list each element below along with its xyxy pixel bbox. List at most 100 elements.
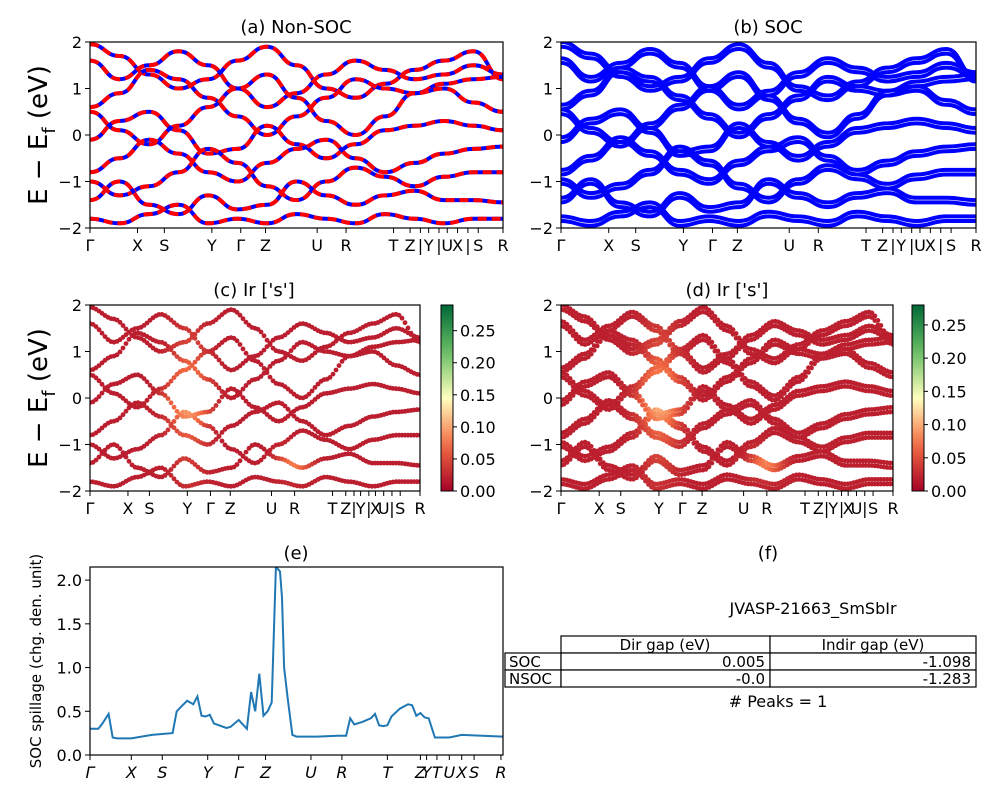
band-line-soc — [90, 109, 503, 161]
panel-a-xticks: Γ X S Y Γ Z U R T Z | Y | UX | S R — [86, 228, 509, 255]
projected-point — [685, 356, 691, 362]
panel-d-plot — [561, 305, 893, 491]
panel-c-plot — [90, 305, 420, 489]
projected-point — [757, 354, 763, 359]
projected-point — [869, 315, 875, 320]
projected-point — [96, 327, 102, 333]
y-tick-label: 1 — [72, 80, 82, 99]
projected-point — [396, 312, 402, 318]
band-line-nonsoc — [90, 137, 503, 184]
y-tick-label: −1 — [58, 173, 82, 192]
projected-point — [733, 350, 739, 355]
projected-point — [612, 378, 618, 384]
projected-point — [405, 325, 411, 331]
band-line-nonsoc — [90, 146, 503, 203]
y-tick-label: −2 — [58, 482, 82, 501]
cell-soc-indir: -1.098 — [923, 653, 971, 671]
projected-point — [706, 391, 712, 397]
x-tick-label: Z — [259, 763, 272, 782]
x-tick-label: T — [327, 499, 338, 518]
projected-point — [685, 384, 691, 390]
projected-point — [706, 464, 712, 470]
projected-point — [102, 387, 108, 392]
projected-point — [715, 452, 721, 457]
projected-point — [564, 399, 570, 405]
x-tick-label: Γ — [678, 499, 687, 518]
projected-point — [715, 385, 721, 391]
projected-point — [216, 398, 222, 404]
x-tick-label: Γ — [708, 236, 717, 255]
projected-point — [210, 379, 216, 385]
x-tick-label: T — [432, 763, 443, 782]
y-tick-label: 2 — [543, 33, 553, 52]
projected-point — [216, 434, 222, 439]
projected-point — [646, 417, 651, 422]
projected-point — [760, 412, 766, 418]
x-tick-label: | — [890, 236, 895, 255]
projected-point — [706, 340, 712, 346]
x-tick-label: S — [159, 236, 169, 255]
projected-point — [778, 394, 784, 399]
projected-point — [667, 372, 673, 378]
projected-point — [240, 316, 246, 322]
projected-point — [288, 410, 294, 416]
projected-point — [634, 395, 639, 401]
projected-point — [573, 389, 579, 395]
band-line — [561, 139, 976, 186]
projected-point — [246, 445, 252, 451]
projected-point — [640, 349, 645, 355]
projected-point — [733, 368, 739, 374]
panel-d-yticks: 2 1 0 −1 −2 — [529, 296, 561, 501]
table-caption: JVASP-21663_SmSbIr — [728, 599, 896, 619]
projected-point — [615, 381, 621, 387]
projected-point — [591, 325, 597, 331]
colorbar-tick-label: 0.20 — [460, 354, 496, 373]
y-tick-label: 0 — [72, 389, 82, 408]
projected-point — [243, 383, 249, 388]
x-tick-label: U — [914, 236, 926, 255]
projected-point — [730, 376, 736, 382]
projected-point — [165, 344, 171, 349]
panel-a-yticks: 2 1 0 −1 −2 — [58, 33, 90, 238]
ylabel-c-tail: (eV) — [24, 328, 54, 390]
projected-point — [637, 398, 642, 404]
panel-e-ylabel: SOC spillage (chg. den. unit) — [27, 554, 45, 769]
projected-point — [643, 407, 648, 412]
x-tick-label: S — [616, 499, 626, 518]
projected-point — [222, 442, 228, 448]
x-tick-label: X — [122, 499, 133, 518]
x-tick-label: Γ — [557, 236, 566, 255]
projected-point — [120, 323, 126, 328]
x-tick-label: R — [970, 236, 981, 255]
band-line — [561, 144, 976, 200]
band-line-nonsoc — [90, 72, 503, 147]
projected-point — [120, 450, 126, 456]
x-tick-label: | — [436, 236, 441, 255]
band-line — [561, 65, 976, 135]
projected-point — [763, 347, 769, 353]
projected-point — [192, 366, 198, 372]
projected-point — [754, 357, 760, 363]
projected-point — [667, 358, 673, 364]
y-tick-label: 0 — [543, 389, 553, 408]
projected-point — [192, 359, 198, 365]
projected-point — [709, 344, 715, 350]
projected-point — [168, 347, 174, 353]
x-tick-label: | — [824, 499, 829, 518]
projected-point — [640, 402, 645, 408]
projected-point — [240, 454, 246, 459]
projected-point — [237, 391, 243, 397]
x-tick-label: X — [594, 499, 605, 518]
colorbar-tick-label: 0.00 — [931, 482, 967, 501]
panel-d-title: (d) Ir ['s'] — [686, 280, 769, 301]
projected-point — [171, 419, 177, 424]
projected-point — [682, 409, 688, 414]
projected-point — [243, 398, 249, 404]
projected-point — [730, 364, 736, 370]
panel-b-xticks: Γ X S Y Γ Z U R T Z | Y | U X | S R — [557, 228, 982, 255]
band-line — [561, 44, 976, 103]
x-tick-label: S — [469, 763, 479, 782]
projected-point — [736, 346, 742, 352]
x-tick-label: U — [266, 499, 278, 518]
projected-point — [96, 394, 102, 399]
